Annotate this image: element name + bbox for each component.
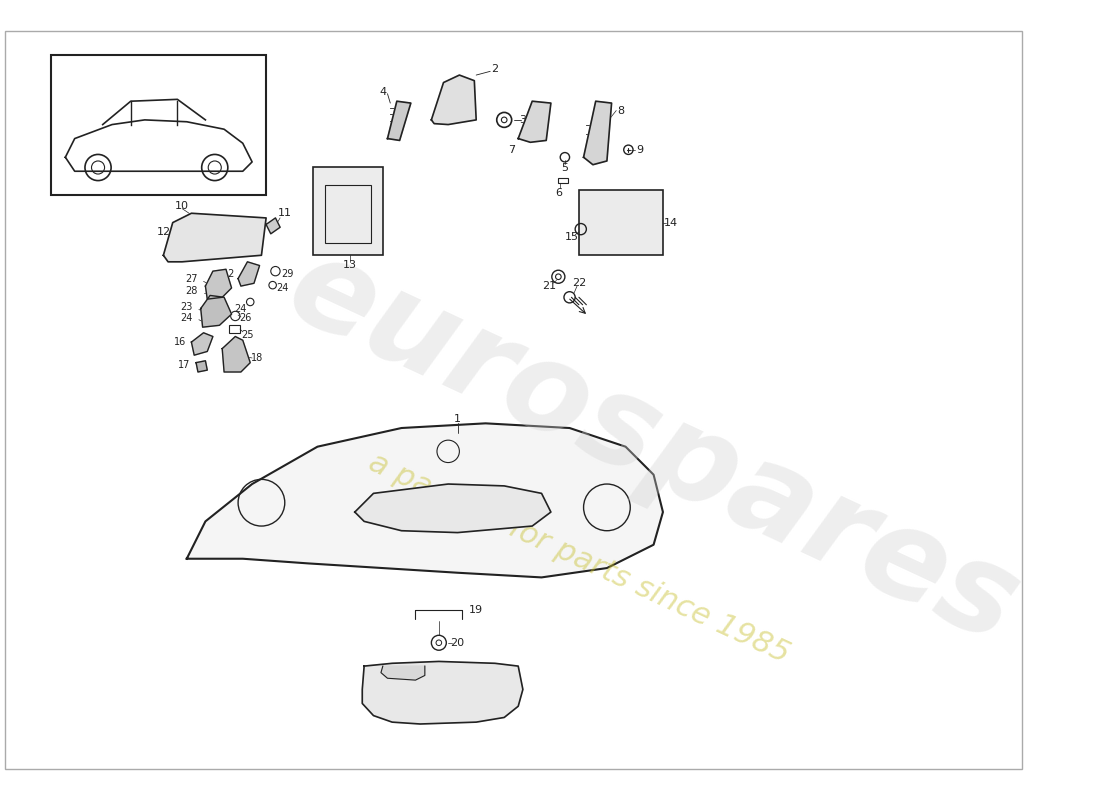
Text: 13: 13 bbox=[343, 260, 358, 270]
Polygon shape bbox=[164, 214, 266, 262]
Bar bbox=[52, 54, 266, 194]
Text: 24: 24 bbox=[234, 305, 248, 314]
Bar bbox=[312, 166, 383, 255]
Text: 10: 10 bbox=[175, 201, 189, 210]
Polygon shape bbox=[191, 333, 213, 355]
Text: 28: 28 bbox=[185, 286, 198, 296]
Bar bbox=[579, 190, 663, 255]
Polygon shape bbox=[238, 262, 260, 286]
Text: 18: 18 bbox=[251, 353, 263, 363]
Polygon shape bbox=[387, 102, 410, 141]
Bar bbox=[183, 225, 238, 253]
Text: a passion for parts since 1985: a passion for parts since 1985 bbox=[364, 448, 794, 670]
Text: 2: 2 bbox=[492, 63, 498, 74]
Bar bbox=[229, 326, 240, 333]
Text: 9: 9 bbox=[636, 145, 644, 154]
Text: 20: 20 bbox=[451, 638, 464, 648]
Text: 27: 27 bbox=[185, 274, 198, 284]
Polygon shape bbox=[355, 484, 551, 533]
Text: 5: 5 bbox=[561, 163, 569, 174]
Bar bbox=[324, 186, 371, 243]
Text: 22: 22 bbox=[572, 278, 586, 288]
Text: 12: 12 bbox=[222, 269, 235, 279]
Text: 12: 12 bbox=[156, 227, 170, 237]
Text: 29: 29 bbox=[282, 269, 294, 279]
Text: 24: 24 bbox=[276, 283, 288, 293]
Text: 25: 25 bbox=[241, 330, 254, 340]
Text: eurospares: eurospares bbox=[270, 225, 1037, 669]
Text: 17: 17 bbox=[178, 361, 190, 370]
Text: 24: 24 bbox=[180, 313, 192, 323]
Text: 16: 16 bbox=[174, 337, 186, 347]
Polygon shape bbox=[584, 102, 612, 165]
Text: 21: 21 bbox=[542, 281, 557, 291]
Polygon shape bbox=[518, 102, 551, 142]
Text: 15: 15 bbox=[564, 232, 579, 242]
Polygon shape bbox=[222, 337, 250, 372]
Text: 8: 8 bbox=[617, 106, 625, 115]
Polygon shape bbox=[431, 75, 476, 125]
Text: 14: 14 bbox=[663, 218, 678, 227]
Text: 23: 23 bbox=[180, 302, 192, 312]
Bar bbox=[559, 178, 568, 183]
Text: 4: 4 bbox=[379, 87, 386, 97]
Text: 3: 3 bbox=[519, 115, 527, 125]
Polygon shape bbox=[200, 295, 232, 327]
Text: 1: 1 bbox=[454, 414, 461, 424]
Polygon shape bbox=[362, 662, 522, 724]
Polygon shape bbox=[206, 270, 232, 299]
Text: 19: 19 bbox=[469, 605, 483, 615]
Polygon shape bbox=[266, 218, 280, 234]
Polygon shape bbox=[187, 423, 663, 578]
Text: 26: 26 bbox=[240, 313, 252, 323]
Text: 11: 11 bbox=[278, 208, 292, 218]
Polygon shape bbox=[381, 666, 425, 680]
Polygon shape bbox=[196, 361, 207, 372]
Text: 6: 6 bbox=[554, 188, 562, 198]
Text: 7: 7 bbox=[508, 145, 515, 154]
